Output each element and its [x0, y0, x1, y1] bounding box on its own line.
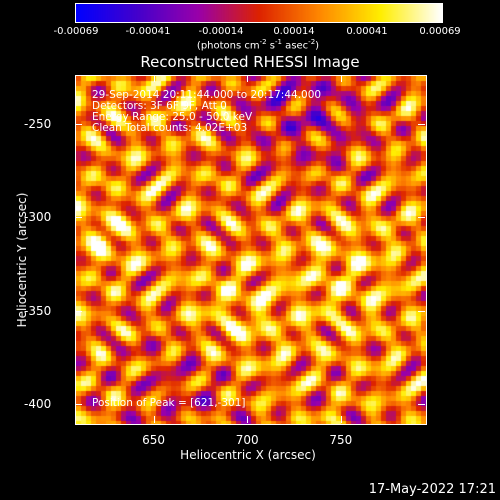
plot-timestamp: 17-May-2022 17:21 [368, 482, 496, 497]
x-tick-mark [153, 75, 155, 82]
energy-range-label: Energy Range: 25.0 - 50.0 keV [92, 111, 253, 123]
x-tick-label: 650 [142, 433, 166, 447]
colorbar-tick: -0.00041 [125, 26, 171, 37]
y-tick-label: -350 [24, 303, 52, 318]
y-tick-label: -250 [24, 116, 52, 131]
x-tick-label: 700 [235, 433, 259, 447]
clean-counts-label: Clean Total counts: 4.02E+03 [92, 122, 248, 134]
colorbar-tick: -0.00014 [198, 26, 244, 37]
image-title: Reconstructed RHESSI Image [140, 53, 360, 71]
y-tick-label: -400 [24, 397, 52, 412]
x-tick-mark [153, 416, 155, 423]
colorbar-tick: -0.00069 [53, 26, 99, 37]
colorbar-tick: 0.00069 [419, 26, 461, 37]
x-tick-mark [340, 75, 342, 82]
colorbar-tick: 0.00014 [273, 26, 315, 37]
y-tick-mark [418, 217, 425, 219]
y-tick-mark [75, 404, 82, 406]
image-plot-area: 29-Sep-2014 20:11:44.000 to 20:17:44.000… [75, 75, 427, 425]
y-tick-mark [75, 123, 82, 125]
y-tick-mark [418, 123, 425, 125]
x-axis-label: Heliocentric X (arcsec) [180, 448, 316, 462]
colorbar-tick: 0.00041 [346, 26, 388, 37]
colorbar-units: (photons cm-2 s-1 asec-2) [196, 38, 320, 52]
y-tick-mark [75, 217, 82, 219]
reconstructed-image [76, 76, 426, 424]
time-range-label: 29-Sep-2014 20:11:44.000 to 20:17:44.000 [92, 89, 322, 101]
y-tick-mark [418, 310, 425, 312]
detectors-label: Detectors: 3F 6F 9F, Att 0 [92, 100, 227, 112]
y-tick-mark [418, 404, 425, 406]
x-tick-label: 750 [329, 433, 353, 447]
x-tick-mark [340, 416, 342, 423]
y-tick-label: -300 [24, 210, 52, 225]
x-tick-mark [247, 416, 249, 423]
x-tick-mark [247, 75, 249, 82]
y-tick-mark [75, 310, 82, 312]
y-axis-label: Heliocentric Y (arcsec) [15, 192, 29, 328]
colorbar [75, 3, 443, 23]
peak-position-label: Position of Peak = [621,-301] [92, 397, 246, 409]
